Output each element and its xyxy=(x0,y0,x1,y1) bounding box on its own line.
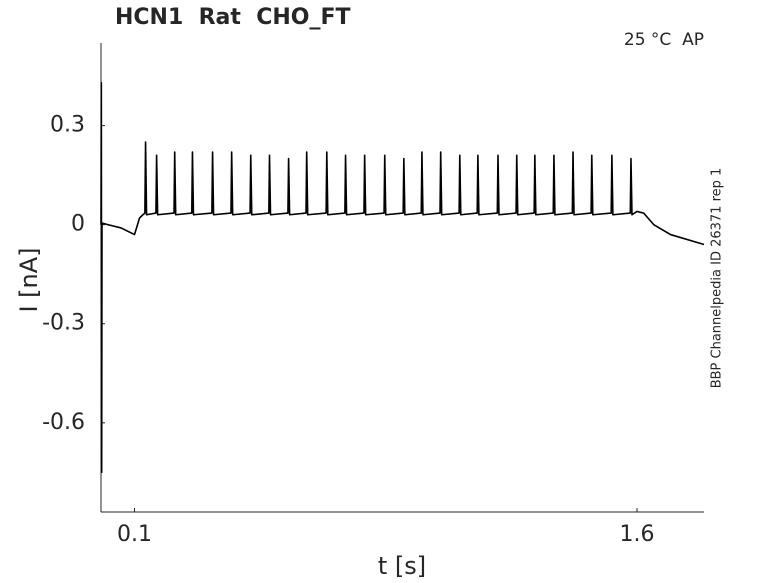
chart-title: HCN1 Rat CHO_FT xyxy=(115,5,351,30)
side-note: BBP Channelpedia ID 26371 rep 1 xyxy=(710,168,725,389)
x-axis-label: t [s] xyxy=(378,552,426,580)
y-axis-label: I [nA] xyxy=(15,247,43,312)
data-line xyxy=(100,81,705,474)
y-tick-label: 0 xyxy=(71,212,85,237)
y-tick-label: -0.6 xyxy=(42,410,85,435)
annotation: 25 °C AP xyxy=(624,30,704,50)
y-tick-label: 0.3 xyxy=(50,113,85,138)
x-tick-label: 0.1 xyxy=(117,522,152,547)
y-tick-label: -0.3 xyxy=(42,311,85,336)
x-tick-label: 1.6 xyxy=(620,522,655,547)
